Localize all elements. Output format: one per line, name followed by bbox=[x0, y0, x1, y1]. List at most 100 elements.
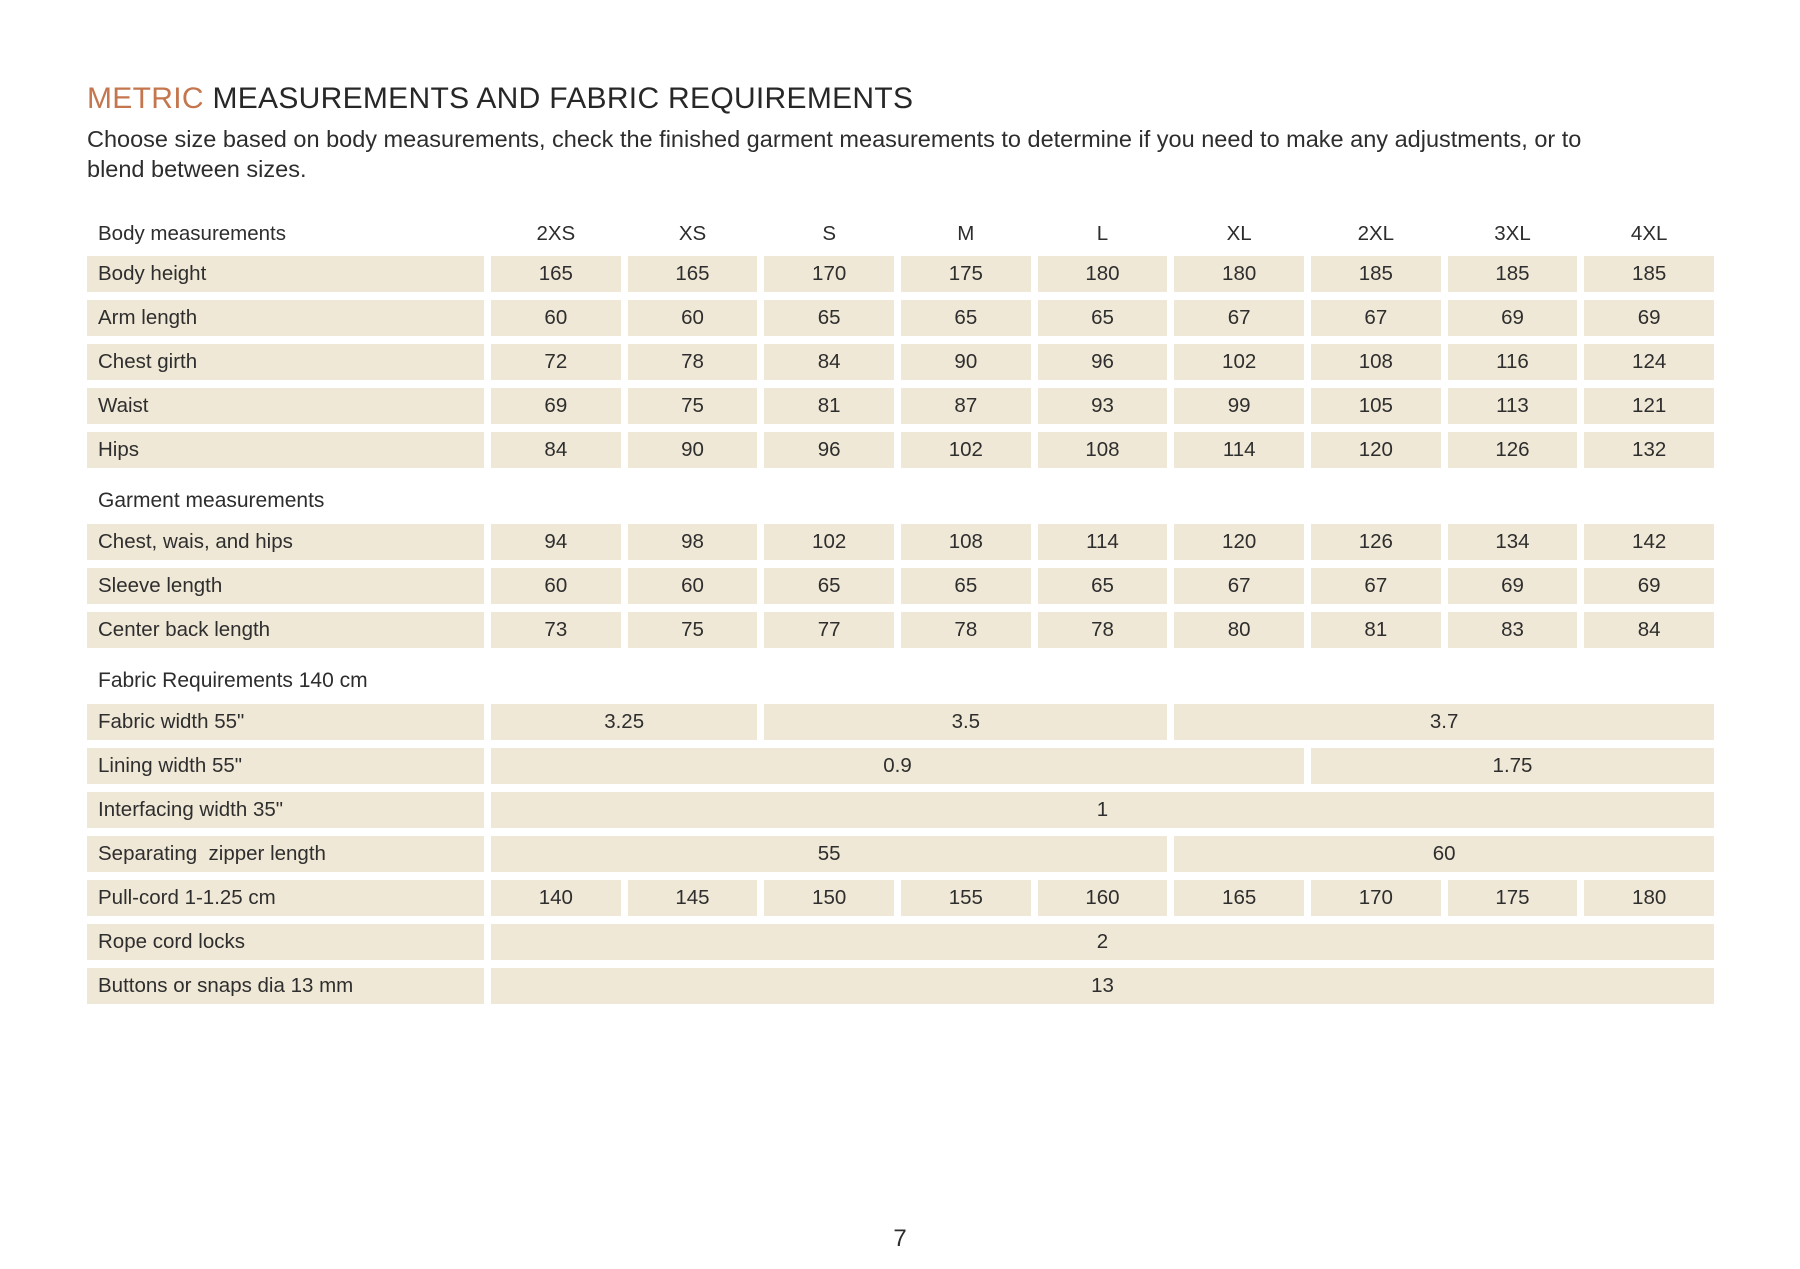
value-cell: 65 bbox=[764, 300, 894, 337]
value-cell: 155 bbox=[901, 880, 1031, 917]
value-cell: 67 bbox=[1311, 300, 1441, 337]
row-label: Buttons or snaps dia 13 mm bbox=[87, 968, 484, 1005]
value-cell: 116 bbox=[1447, 344, 1578, 381]
value-cell: 108 bbox=[901, 524, 1031, 561]
value-cell: 69 bbox=[1447, 300, 1578, 337]
value-cell: 77 bbox=[764, 612, 894, 649]
value-cell: 140 bbox=[491, 880, 621, 917]
value-cell: 1 bbox=[491, 792, 1714, 829]
value-cell: 114 bbox=[1174, 432, 1304, 469]
value-cell: 55 bbox=[491, 836, 1168, 873]
value-cell: 94 bbox=[491, 524, 621, 561]
value-cell: 60 bbox=[491, 568, 621, 605]
value-cell: 90 bbox=[901, 344, 1031, 381]
value-cell: 78 bbox=[627, 344, 758, 381]
value-cell: 69 bbox=[1584, 300, 1714, 337]
value-cell: 84 bbox=[1584, 612, 1714, 649]
value-cell: 165 bbox=[627, 256, 758, 293]
size-column-header: S bbox=[822, 222, 836, 246]
value-cell: 65 bbox=[1037, 300, 1168, 337]
value-cell: 145 bbox=[627, 880, 758, 917]
value-cell: 67 bbox=[1311, 568, 1441, 605]
value-cell: 132 bbox=[1584, 432, 1714, 469]
value-cell: 121 bbox=[1584, 388, 1714, 425]
value-cell: 102 bbox=[1174, 344, 1304, 381]
row-label: Lining width 55" bbox=[87, 748, 484, 785]
row-label: Arm length bbox=[87, 300, 484, 337]
value-cell: 69 bbox=[491, 388, 621, 425]
value-cell: 78 bbox=[1037, 612, 1168, 649]
value-cell: 126 bbox=[1311, 524, 1441, 561]
size-column-header: XS bbox=[678, 222, 707, 246]
row-label: Hips bbox=[87, 432, 484, 469]
value-cell: 185 bbox=[1584, 256, 1714, 293]
page-number: 7 bbox=[893, 1225, 907, 1252]
value-cell: 81 bbox=[764, 388, 894, 425]
value-cell: 90 bbox=[627, 432, 758, 469]
value-cell: 3.5 bbox=[764, 704, 1168, 741]
value-cell: 73 bbox=[491, 612, 621, 649]
value-cell: 99 bbox=[1174, 388, 1304, 425]
row-label: Chest, wais, and hips bbox=[87, 524, 484, 561]
value-cell: 60 bbox=[1174, 836, 1714, 873]
value-cell: 102 bbox=[764, 524, 894, 561]
page-content: METRIC MEASUREMENTS AND FABRIC REQUIREME… bbox=[87, 82, 1800, 1005]
value-cell: 3.7 bbox=[1174, 704, 1714, 741]
value-cell: 170 bbox=[1311, 880, 1441, 917]
size-column-header: 2XS bbox=[536, 222, 576, 246]
value-cell: 65 bbox=[901, 300, 1031, 337]
row-label: Separating zipper length bbox=[87, 836, 484, 873]
value-cell: 96 bbox=[1037, 344, 1168, 381]
value-cell: 69 bbox=[1447, 568, 1578, 605]
value-cell: 13 bbox=[491, 968, 1714, 1005]
value-cell: 84 bbox=[764, 344, 894, 381]
value-cell: 84 bbox=[491, 432, 621, 469]
row-label: Fabric width 55" bbox=[87, 704, 484, 741]
row-label: Pull-cord 1-1.25 cm bbox=[87, 880, 484, 917]
page-subtitle: Choose size based on body measurements, … bbox=[87, 126, 1582, 182]
value-cell: 120 bbox=[1174, 524, 1304, 561]
size-header-corner-label: Body measurements bbox=[98, 222, 287, 246]
value-cell: 60 bbox=[627, 568, 758, 605]
value-cell: 98 bbox=[627, 524, 758, 561]
section-header: Garment measurements bbox=[98, 489, 325, 513]
value-cell: 75 bbox=[627, 612, 758, 649]
section-header: Fabric Requirements 140 cm bbox=[98, 669, 368, 693]
value-cell: 180 bbox=[1037, 256, 1168, 293]
row-label: Rope cord locks bbox=[87, 924, 484, 961]
value-cell: 65 bbox=[764, 568, 894, 605]
value-cell: 83 bbox=[1447, 612, 1578, 649]
measurements-table: Body measurements 2XS XS S M L XL 2XL 3XL 4XL Body… bbox=[87, 220, 1714, 1005]
value-cell: 67 bbox=[1174, 568, 1304, 605]
value-cell: 87 bbox=[901, 388, 1031, 425]
value-cell: 81 bbox=[1311, 612, 1441, 649]
value-cell: 160 bbox=[1037, 880, 1168, 917]
value-cell: 185 bbox=[1311, 256, 1441, 293]
value-cell: 150 bbox=[764, 880, 894, 917]
title-main: MEASUREMENTS AND FABRIC REQUIREMENTS bbox=[212, 82, 914, 115]
value-cell: 180 bbox=[1584, 880, 1714, 917]
value-cell: 3.25 bbox=[491, 704, 758, 741]
page-title: METRIC MEASUREMENTS AND FABRIC REQUIREME… bbox=[87, 82, 1800, 116]
value-cell: 175 bbox=[1447, 880, 1578, 917]
value-cell: 69 bbox=[1584, 568, 1714, 605]
value-cell: 60 bbox=[491, 300, 621, 337]
row-label: Sleeve length bbox=[87, 568, 484, 605]
value-cell: 65 bbox=[1037, 568, 1168, 605]
value-cell: 60 bbox=[627, 300, 758, 337]
size-column-header: XL bbox=[1226, 222, 1252, 246]
value-cell: 108 bbox=[1311, 344, 1441, 381]
row-label: Interfacing width 35" bbox=[87, 792, 484, 829]
value-cell: 105 bbox=[1311, 388, 1441, 425]
row-label: Center back length bbox=[87, 612, 484, 649]
value-cell: 67 bbox=[1174, 300, 1304, 337]
value-cell: 93 bbox=[1037, 388, 1168, 425]
value-cell: 126 bbox=[1447, 432, 1578, 469]
size-column-header: 4XL bbox=[1630, 222, 1668, 246]
value-cell: 175 bbox=[901, 256, 1031, 293]
value-cell: 170 bbox=[764, 256, 894, 293]
value-cell: 142 bbox=[1584, 524, 1714, 561]
value-cell: 120 bbox=[1311, 432, 1441, 469]
value-cell: 113 bbox=[1447, 388, 1578, 425]
